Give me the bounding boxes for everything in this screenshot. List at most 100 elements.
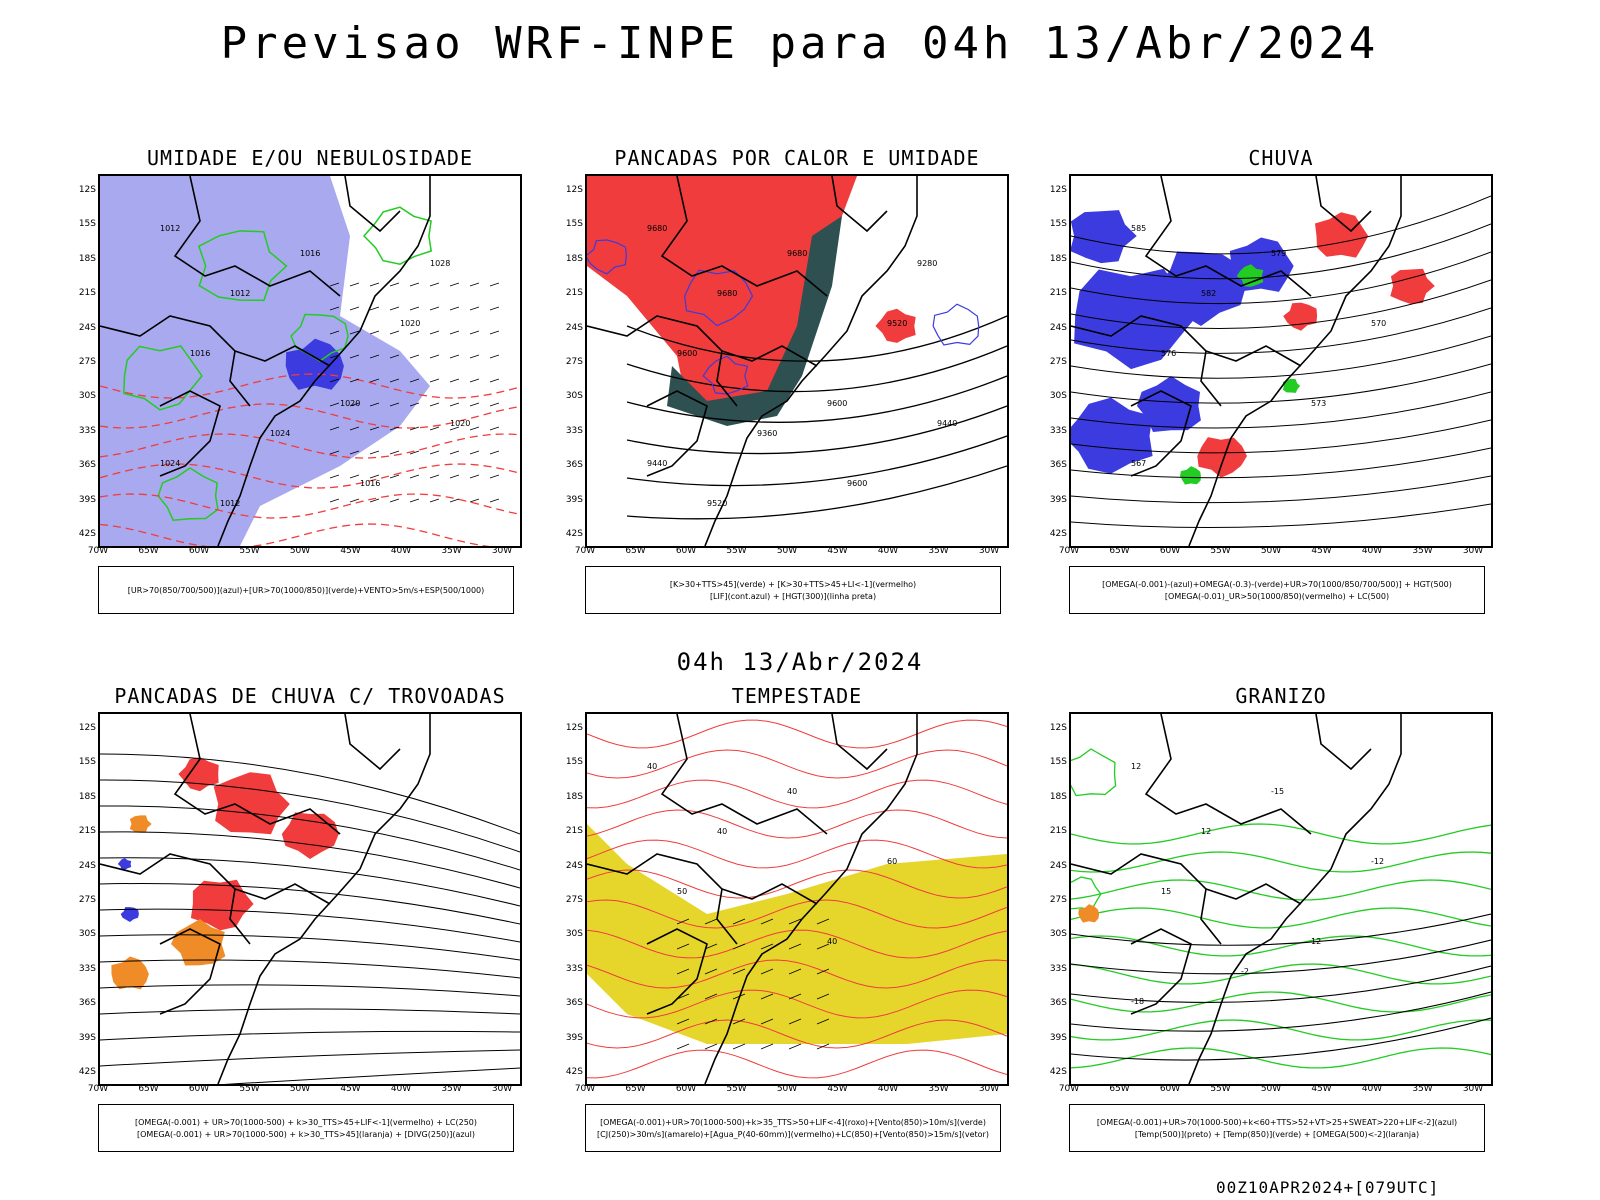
omega-area xyxy=(1137,376,1201,432)
wind-vector xyxy=(429,498,440,503)
wind-vector xyxy=(329,402,340,407)
wind-vector xyxy=(429,450,440,455)
legend-line: [OMEGA(-0.001)-(azul)+OMEGA(-0.3)-(verde… xyxy=(1102,579,1452,589)
panel-title: CHUVA xyxy=(1248,146,1314,170)
wind-vector xyxy=(409,282,420,287)
wind-vector xyxy=(816,918,830,925)
thunderstorm-area xyxy=(281,812,339,859)
wind-vector xyxy=(760,1018,774,1025)
wind-vector xyxy=(409,354,420,359)
temp-850-contour xyxy=(1071,823,1491,845)
strong-omega-area xyxy=(1236,264,1264,287)
wind-vector xyxy=(429,426,440,431)
contour-label: 567 xyxy=(1131,459,1146,468)
legend-box: [OMEGA(-0.001)+UR>70(1000-500)+k<60+TTS>… xyxy=(1069,1104,1485,1152)
wind-vector xyxy=(429,306,440,311)
lon-tick-label: 45W xyxy=(340,546,361,556)
latitude-axis: 12S 15S 18S 21S 24S 27S 30S 33S 36S 39S 42S xyxy=(68,712,96,1086)
lon-tick-label: 35W xyxy=(1412,1084,1433,1094)
thickness-contour xyxy=(100,463,520,489)
lon-tick-label: 60W xyxy=(188,546,210,556)
lat-tick-label: 27S xyxy=(1049,357,1067,367)
lat-tick-label: 30S xyxy=(78,391,96,402)
wind-vector xyxy=(389,402,400,407)
contour-label: 579 xyxy=(1271,249,1286,258)
wind-vector xyxy=(704,993,718,1000)
border-line xyxy=(587,315,738,407)
wind-vector xyxy=(369,474,380,479)
panel-title: PANCADAS DE CHUVA C/ TROVOADAS xyxy=(114,684,506,708)
streamline xyxy=(1071,195,1491,255)
wind-vector xyxy=(349,306,360,311)
lon-tick-label: 65W xyxy=(1109,546,1130,556)
lat-tick-label: 15S xyxy=(565,757,583,768)
lat-tick-label: 36S xyxy=(78,998,96,1009)
contour-label: 1024 xyxy=(160,459,180,468)
lon-tick-label: 60W xyxy=(1159,1084,1181,1094)
coastline xyxy=(1188,714,1402,1084)
wind-vector xyxy=(329,282,340,287)
wind-vector xyxy=(429,282,440,287)
border-line xyxy=(660,176,828,297)
instability-patch xyxy=(875,308,916,343)
wind-vector xyxy=(760,943,774,950)
wind-vector xyxy=(469,474,480,479)
hgt-300-contour xyxy=(626,435,1007,487)
map-canvas: 1012 1012 1016 1016 1020 1020 1024 1024 1028 1012… xyxy=(98,174,522,548)
legend-line: [OMEGA(-0.001) + UR>70(1000-500) + k>30_… xyxy=(136,1129,476,1139)
map-svg: 9680 9680 9680 9600 9600 9520 9440 9360 9280 9520… xyxy=(587,176,1007,546)
longitude-axis: 70W 65W 60W 55W 50W 45W 40W 35W 30W xyxy=(1059,1084,1493,1098)
lon-tick-label: 30W xyxy=(978,546,1000,556)
lifted-index-contour xyxy=(932,303,980,346)
panel-title: GRANIZO xyxy=(1235,684,1327,708)
wind-vector xyxy=(349,354,360,359)
contour-label: 60 xyxy=(887,857,897,866)
wind-vector xyxy=(329,330,340,335)
lon-tick-label: 30W xyxy=(1462,546,1484,556)
lat-tick-label: 24S xyxy=(1049,322,1067,333)
streamline xyxy=(100,984,520,997)
lat-tick-label: 21S xyxy=(1049,826,1067,837)
contour-label: 9440 xyxy=(647,459,667,468)
wind-vector xyxy=(349,474,360,479)
wind-vector xyxy=(369,306,380,311)
lon-tick-label: 35W xyxy=(1412,546,1433,556)
wind-vector xyxy=(409,474,420,479)
lat-tick-label: 24S xyxy=(565,860,583,871)
panel-title: TEMPESTADE xyxy=(731,684,863,708)
lon-tick-label: 45W xyxy=(340,1084,361,1094)
precipitable-water-contour xyxy=(587,1049,1007,1079)
contour-label: 9360 xyxy=(757,429,777,438)
streamline xyxy=(1071,307,1491,354)
lon-tick-label: 40W xyxy=(1361,546,1383,556)
streamline xyxy=(1071,335,1491,379)
wind-vector xyxy=(676,1018,690,1025)
contour-label: 40 xyxy=(787,787,797,796)
border-line xyxy=(344,176,401,233)
contour-label: 1012 xyxy=(230,289,250,298)
heat-moisture-area xyxy=(667,216,842,426)
lat-tick-label: 15S xyxy=(78,757,96,768)
wind-vector xyxy=(489,330,500,335)
wind-vector xyxy=(329,378,340,383)
wind-vector xyxy=(788,918,802,925)
lon-tick-label: 45W xyxy=(827,1084,848,1094)
coastline xyxy=(217,176,431,546)
omega-area xyxy=(1071,210,1137,264)
lon-tick-label: 40W xyxy=(1361,1084,1383,1094)
precipitable-water-contour xyxy=(587,1019,1007,1049)
lat-tick-label: 33S xyxy=(78,425,96,436)
lat-tick-label: 42S xyxy=(1049,1067,1067,1077)
south-america-outline xyxy=(1071,714,1402,1084)
lat-tick-label: 21S xyxy=(78,288,96,299)
wind-vector xyxy=(369,378,380,383)
lat-tick-label: 18S xyxy=(565,253,583,264)
thickness-contour xyxy=(100,373,520,399)
streamline xyxy=(1071,279,1491,329)
longitude-axis: 70W 65W 60W 55W 50W 45W 40W 35W 30W xyxy=(1059,546,1493,560)
lon-tick-label: 50W xyxy=(776,1084,798,1094)
showers-area xyxy=(171,919,226,966)
wind-vector xyxy=(676,1043,690,1050)
border-line xyxy=(173,176,341,297)
rain-area xyxy=(1197,437,1247,478)
